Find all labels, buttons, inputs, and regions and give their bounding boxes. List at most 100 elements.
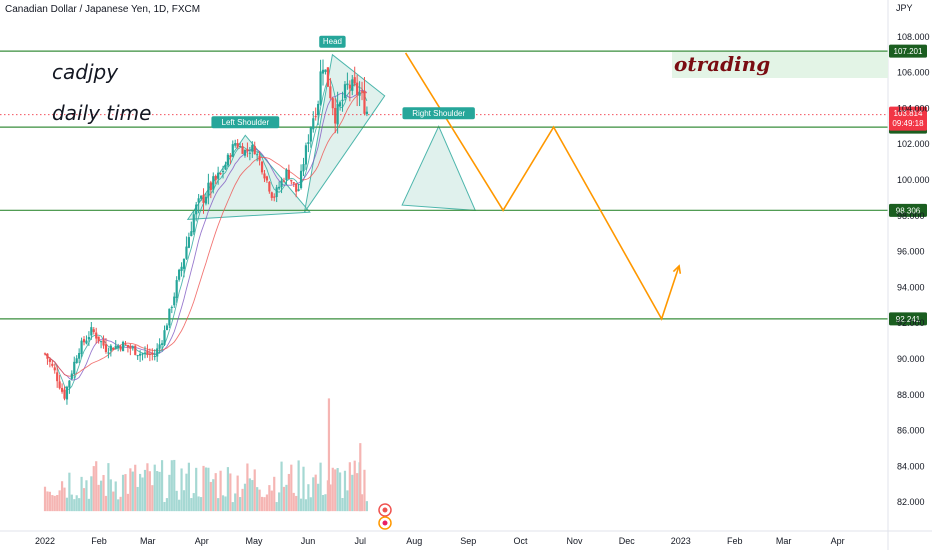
horizontal-levels[interactable]: 107.201102.95598.30692.241103.81409:49:1… <box>0 44 927 326</box>
volume-bar <box>80 476 83 512</box>
candle-body <box>263 173 266 179</box>
candle-body <box>153 356 156 358</box>
candle-body <box>195 204 198 215</box>
volume-bars <box>43 398 369 512</box>
volume-bar <box>243 483 247 512</box>
candle-body <box>107 352 110 354</box>
projection-path[interactable] <box>404 52 682 321</box>
volume-bar <box>70 494 73 512</box>
volume-bar <box>256 487 259 512</box>
candle-body <box>63 389 66 399</box>
volume-bar <box>46 491 49 512</box>
candle-body <box>180 266 183 271</box>
volume-bar <box>351 474 354 512</box>
candle-body <box>358 92 361 96</box>
candle-body <box>175 280 178 299</box>
volume-bar <box>241 488 244 512</box>
candle-body <box>187 237 190 248</box>
candle-body <box>253 145 256 155</box>
volume-bar <box>117 499 120 512</box>
candle-body <box>248 152 251 154</box>
event-icons[interactable] <box>378 503 392 530</box>
candle-body <box>90 327 93 336</box>
brand-box[interactable]: otrading <box>672 52 888 78</box>
x-tick-label: Sep <box>460 536 476 546</box>
candle-body <box>136 355 139 357</box>
candle-body <box>75 358 78 364</box>
volume-bar <box>119 496 122 512</box>
timeframe-annotation[interactable]: daily time <box>52 101 152 125</box>
pattern-labels: Left Shoulder Head Right Shoulder <box>211 35 475 129</box>
volume-bar <box>48 491 51 512</box>
candle-body <box>104 344 108 352</box>
pattern-triangle <box>304 53 386 213</box>
volume-bar <box>229 473 232 512</box>
candle-body <box>70 373 73 379</box>
volume-bar <box>207 467 210 512</box>
candle-body <box>143 352 147 354</box>
y-tick-label: 96.000 <box>897 247 925 257</box>
level-tag-text: 107.201 <box>894 47 923 56</box>
candles[interactable] <box>43 59 369 405</box>
volume-bar <box>214 473 217 512</box>
volume-bar <box>319 462 322 512</box>
volume-bar <box>263 497 266 512</box>
candle-body <box>338 102 342 107</box>
volume-bar <box>219 470 222 512</box>
volume-bar <box>87 498 90 512</box>
candle-body <box>48 359 51 362</box>
level-tag-box <box>889 203 927 217</box>
volume-bar <box>287 473 290 512</box>
volume-bar <box>43 486 47 512</box>
volume-bar <box>51 495 54 512</box>
volume-bar <box>95 461 98 512</box>
candle-body <box>229 155 232 158</box>
candle-body <box>219 173 222 175</box>
candle-body <box>165 325 169 331</box>
y-tick-label: 100.000 <box>897 175 930 185</box>
volume-bar <box>238 497 242 512</box>
volume-bar <box>231 502 234 512</box>
volume-bar <box>170 460 173 512</box>
dividend-icon[interactable] <box>378 516 392 530</box>
volume-bar <box>290 464 293 512</box>
x-tick-label: Feb <box>91 536 107 546</box>
volume-bar <box>60 481 64 512</box>
event-flag-icon[interactable] <box>378 503 392 517</box>
volume-bar <box>141 477 144 512</box>
pattern-label-text: Head <box>323 37 342 46</box>
volume-bar <box>280 461 283 512</box>
x-tick-label: Mar <box>776 536 792 546</box>
symbol-annotation[interactable]: cadjpy <box>52 60 119 84</box>
candle-body <box>285 169 288 181</box>
candle-body <box>85 340 88 344</box>
volume-bar <box>104 495 108 512</box>
y-tick-label: 108.000 <box>897 32 930 42</box>
volume-bar <box>180 468 183 512</box>
candle-body <box>351 79 354 91</box>
volume-bar <box>56 495 59 512</box>
candle-body <box>265 176 269 181</box>
brand-label: otrading <box>674 52 771 76</box>
candle-body <box>270 192 273 198</box>
candle-body <box>241 146 244 154</box>
volume-bar <box>273 476 276 512</box>
candle-body <box>302 164 305 172</box>
volume-bar <box>338 472 342 512</box>
candle-body <box>309 127 312 142</box>
volume-bar <box>146 463 149 512</box>
candle-body <box>124 343 127 345</box>
candle-body <box>238 146 242 148</box>
volume-bar <box>190 498 193 512</box>
candle-body <box>290 179 293 182</box>
candle-body <box>295 183 298 192</box>
volume-bar <box>92 466 95 512</box>
candle-body <box>292 182 295 184</box>
candle-body <box>299 170 303 189</box>
x-tick-label: Jun <box>301 536 316 546</box>
x-tick-label: 2023 <box>671 536 691 546</box>
candle-body <box>336 103 339 125</box>
volume-bar <box>175 490 178 512</box>
